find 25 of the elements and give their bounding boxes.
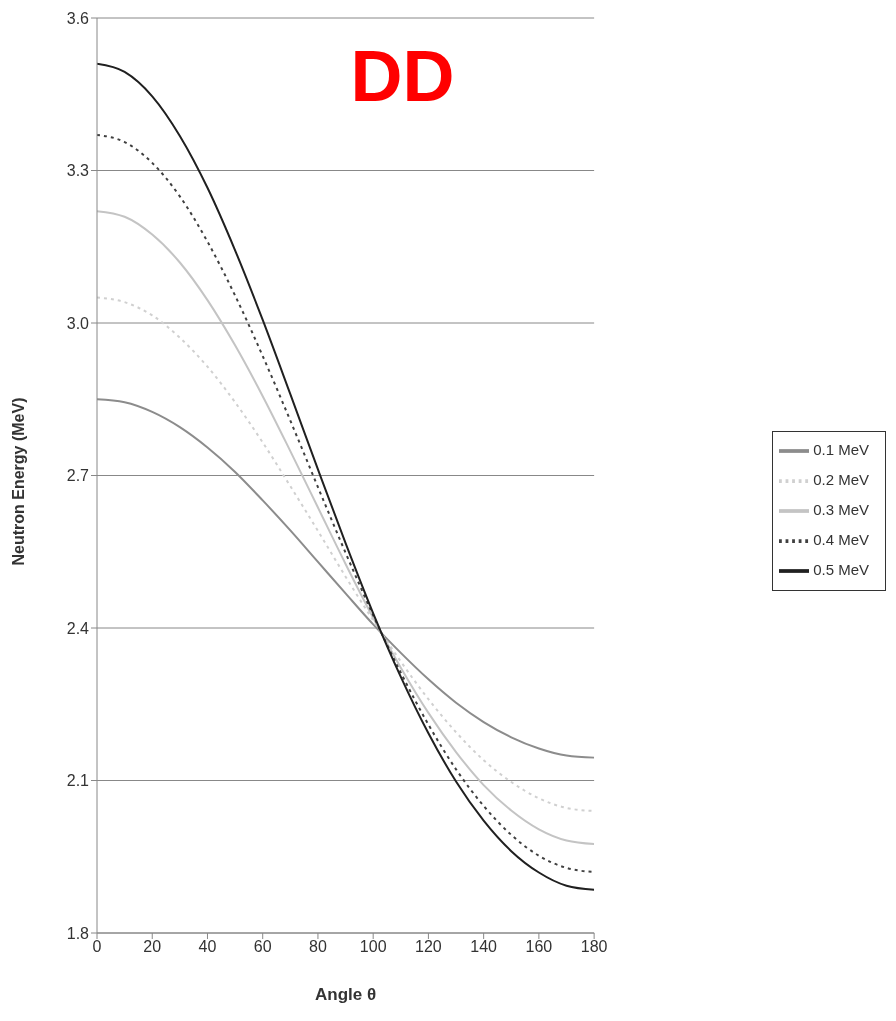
x-tick-label: 20 <box>143 938 162 956</box>
legend-label: 0.3 MeV <box>813 500 869 518</box>
y-tick-label: 2.4 <box>66 619 90 637</box>
y-tick-label: 2.1 <box>66 772 90 790</box>
legend-label: 0.1 MeV <box>813 440 869 458</box>
x-tick-label: 160 <box>525 938 553 956</box>
legend-label: 0.4 MeV <box>813 530 869 548</box>
x-tick-label: 80 <box>309 938 327 956</box>
legend-label: 0.2 MeV <box>813 470 869 488</box>
x-tick-label: 40 <box>198 938 217 956</box>
x-tick-label: 100 <box>359 938 387 956</box>
chart-title: DD <box>349 36 456 116</box>
y-tick-label: 1.8 <box>66 924 90 942</box>
y-axis-title: Neutron Energy (MeV) <box>9 397 27 566</box>
y-tick-label: 2.7 <box>66 467 90 485</box>
y-tick-label: 3.3 <box>66 162 90 180</box>
y-tick-label: 3.6 <box>66 9 90 27</box>
x-axis-title: Angle θ <box>314 985 377 1004</box>
x-tick-label: 0 <box>92 938 102 956</box>
x-tick-label: 180 <box>580 938 608 956</box>
x-tick-label: 120 <box>415 938 442 956</box>
legend-label: 0.5 MeV <box>813 560 869 578</box>
y-tick-label: 3.0 <box>66 314 90 332</box>
x-tick-label: 60 <box>253 938 272 956</box>
x-tick-label: 140 <box>470 938 498 956</box>
